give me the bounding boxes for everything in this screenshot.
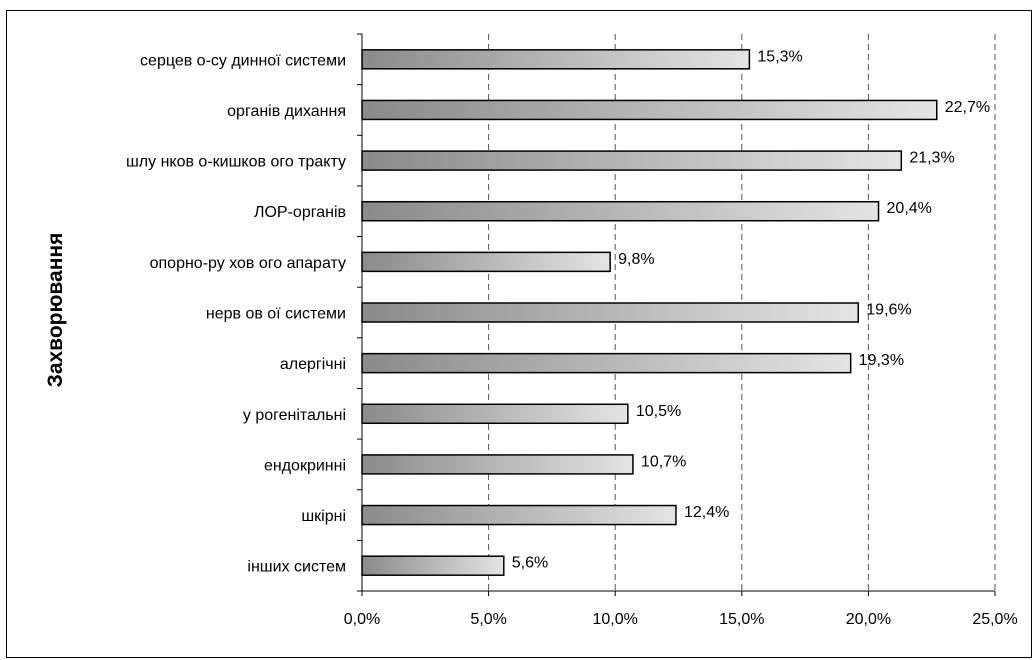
x-tick-label-2: 10,0% [593, 611, 638, 628]
y-axis-title: Захворювання [44, 233, 67, 388]
bar-0 [361, 49, 751, 70]
data-label-7: 10,5% [636, 403, 681, 420]
category-label-6: алергічні [280, 356, 346, 373]
data-label-6: 19,3% [859, 352, 904, 369]
bars [361, 49, 938, 576]
x-tick-label-0: 0,0% [344, 611, 380, 628]
data-label-8: 10,7% [641, 453, 686, 470]
category-label-2: шлу нков о-кишков ого тракту [126, 154, 346, 171]
x-tick-label-3: 15,0% [719, 611, 764, 628]
x-tick-label-4: 20,0% [846, 611, 891, 628]
category-label-8: ендокринні [264, 457, 346, 474]
data-label-2: 21,3% [909, 150, 954, 167]
chart-frame [6, 10, 1032, 658]
bar-5 [361, 302, 860, 323]
bar-1 [361, 99, 938, 121]
bar-6 [361, 352, 852, 374]
bar-9 [361, 504, 677, 526]
data-label-9: 12,4% [684, 504, 729, 521]
bar-4 [361, 251, 611, 273]
category-label-5: нерв ов ої системи [206, 306, 346, 323]
category-label-3: ЛОР-органів [254, 204, 346, 221]
category-label-1: органів дихання [227, 103, 346, 120]
data-label-0: 15,3% [757, 48, 802, 65]
data-label-4: 9,8% [618, 251, 654, 268]
category-label-9: шкірні [301, 508, 346, 525]
bar-7 [361, 403, 629, 425]
bar-3 [361, 200, 880, 222]
bar-8 [361, 454, 634, 475]
data-label-1: 22,7% [945, 99, 990, 116]
x-tick-label-5: 25,0% [972, 611, 1017, 628]
data-label-10: 5,6% [512, 555, 548, 572]
bar-10 [361, 555, 505, 576]
grid-lines [488, 34, 996, 591]
category-label-7: у рогенітальні [243, 407, 346, 424]
category-label-10: інших систем [247, 559, 346, 576]
data-label-3: 20,4% [887, 200, 932, 217]
category-label-4: опорно-ру хов ого апарату [150, 255, 346, 272]
labels: 0,0% 5,0% 10,0% 15,0% 20,0% 25,0% серцев о-су … [126, 48, 1018, 628]
x-tick-label-1: 5,0% [470, 611, 506, 628]
category-label-0: серцев о-су динної системи [140, 52, 346, 69]
bar-2 [361, 150, 903, 171]
data-label-5: 19,6% [866, 302, 911, 319]
